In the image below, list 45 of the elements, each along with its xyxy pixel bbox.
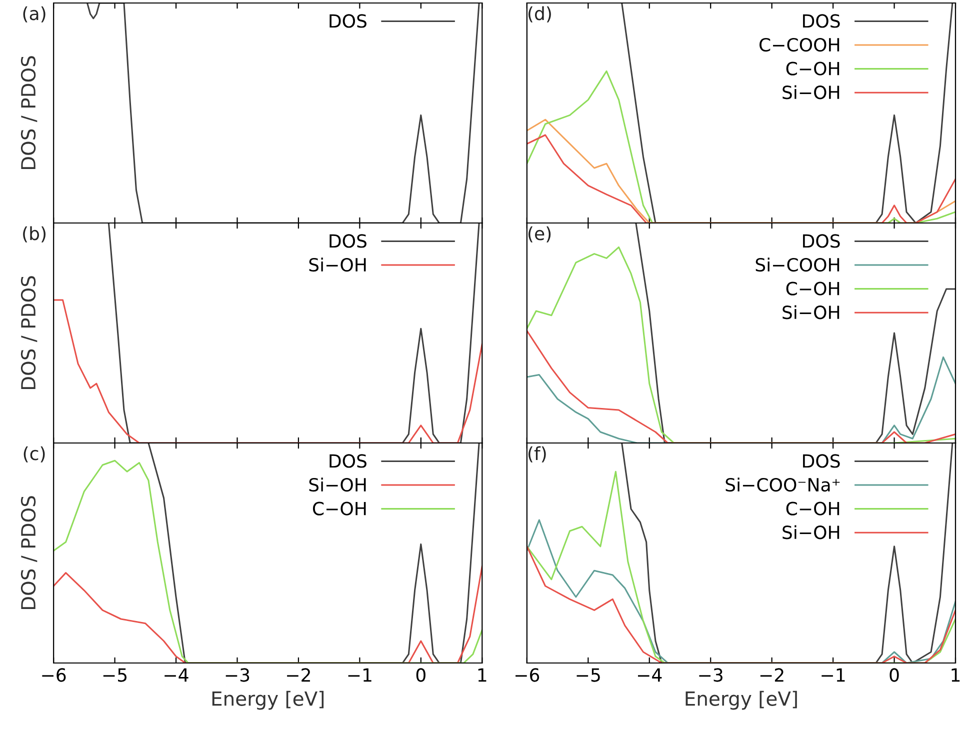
x-axis-title: Energy [eV] xyxy=(212,690,324,710)
chart-title: (c) xyxy=(24,446,45,462)
legend-label: DOS xyxy=(803,454,840,468)
legend-label: DOS xyxy=(803,14,840,28)
legend-label: Si−OH xyxy=(309,258,366,272)
x-tick-label: −4 xyxy=(638,668,662,682)
chart-title: (e) xyxy=(528,226,551,242)
legend-label: C−OH xyxy=(786,502,840,516)
x-tick-label: −1 xyxy=(822,668,845,682)
legend-label: C−OH xyxy=(786,282,840,296)
y-axis-title: DOS / PDOS xyxy=(20,56,38,170)
y-axis-title: DOS / PDOS xyxy=(20,276,38,390)
x-tick-label: −6 xyxy=(42,668,66,682)
legend-label: C−COOH xyxy=(760,38,840,52)
x-tick-label: −4 xyxy=(164,668,188,682)
legend-label: Si−COO⁻Na⁺ xyxy=(726,478,840,492)
legend-label: Si−OH xyxy=(782,305,840,320)
legend-label: DOS xyxy=(330,14,366,28)
x-tick-label: −6 xyxy=(516,668,540,682)
x-tick-label: −2 xyxy=(287,668,310,682)
legend-label: DOS xyxy=(330,234,366,248)
legend-label: Si−OH xyxy=(309,478,366,492)
x-tick-label: −2 xyxy=(760,668,784,682)
x-tick-label: −5 xyxy=(103,668,127,682)
x-tick-label: −3 xyxy=(226,668,250,682)
legend-label: C−OH xyxy=(786,62,840,76)
legend-label: DOS xyxy=(330,454,366,468)
legend-label: Si−COOH xyxy=(756,258,840,272)
chart-title: (b) xyxy=(23,226,46,242)
x-tick-label: 1 xyxy=(478,668,486,682)
x-tick-label: −3 xyxy=(699,668,722,682)
legend-label: DOS xyxy=(803,234,840,248)
y-axis-title: DOS / PDOS xyxy=(20,496,38,610)
legend-label: C−OH xyxy=(312,502,366,516)
x-tick-label: −1 xyxy=(348,668,372,682)
x-tick-label: 0 xyxy=(416,668,426,682)
legend-label: Si−OH xyxy=(782,85,840,100)
x-axis-title: Energy [eV] xyxy=(686,690,797,710)
legend-label: Si−OH xyxy=(782,525,840,540)
chart-title: (f) xyxy=(528,446,546,462)
chart-title: (a) xyxy=(23,6,46,22)
x-tick-label: −5 xyxy=(576,668,600,682)
x-tick-label: 1 xyxy=(952,668,960,682)
x-tick-label: 0 xyxy=(890,668,899,682)
chart-title: (d) xyxy=(528,6,551,22)
